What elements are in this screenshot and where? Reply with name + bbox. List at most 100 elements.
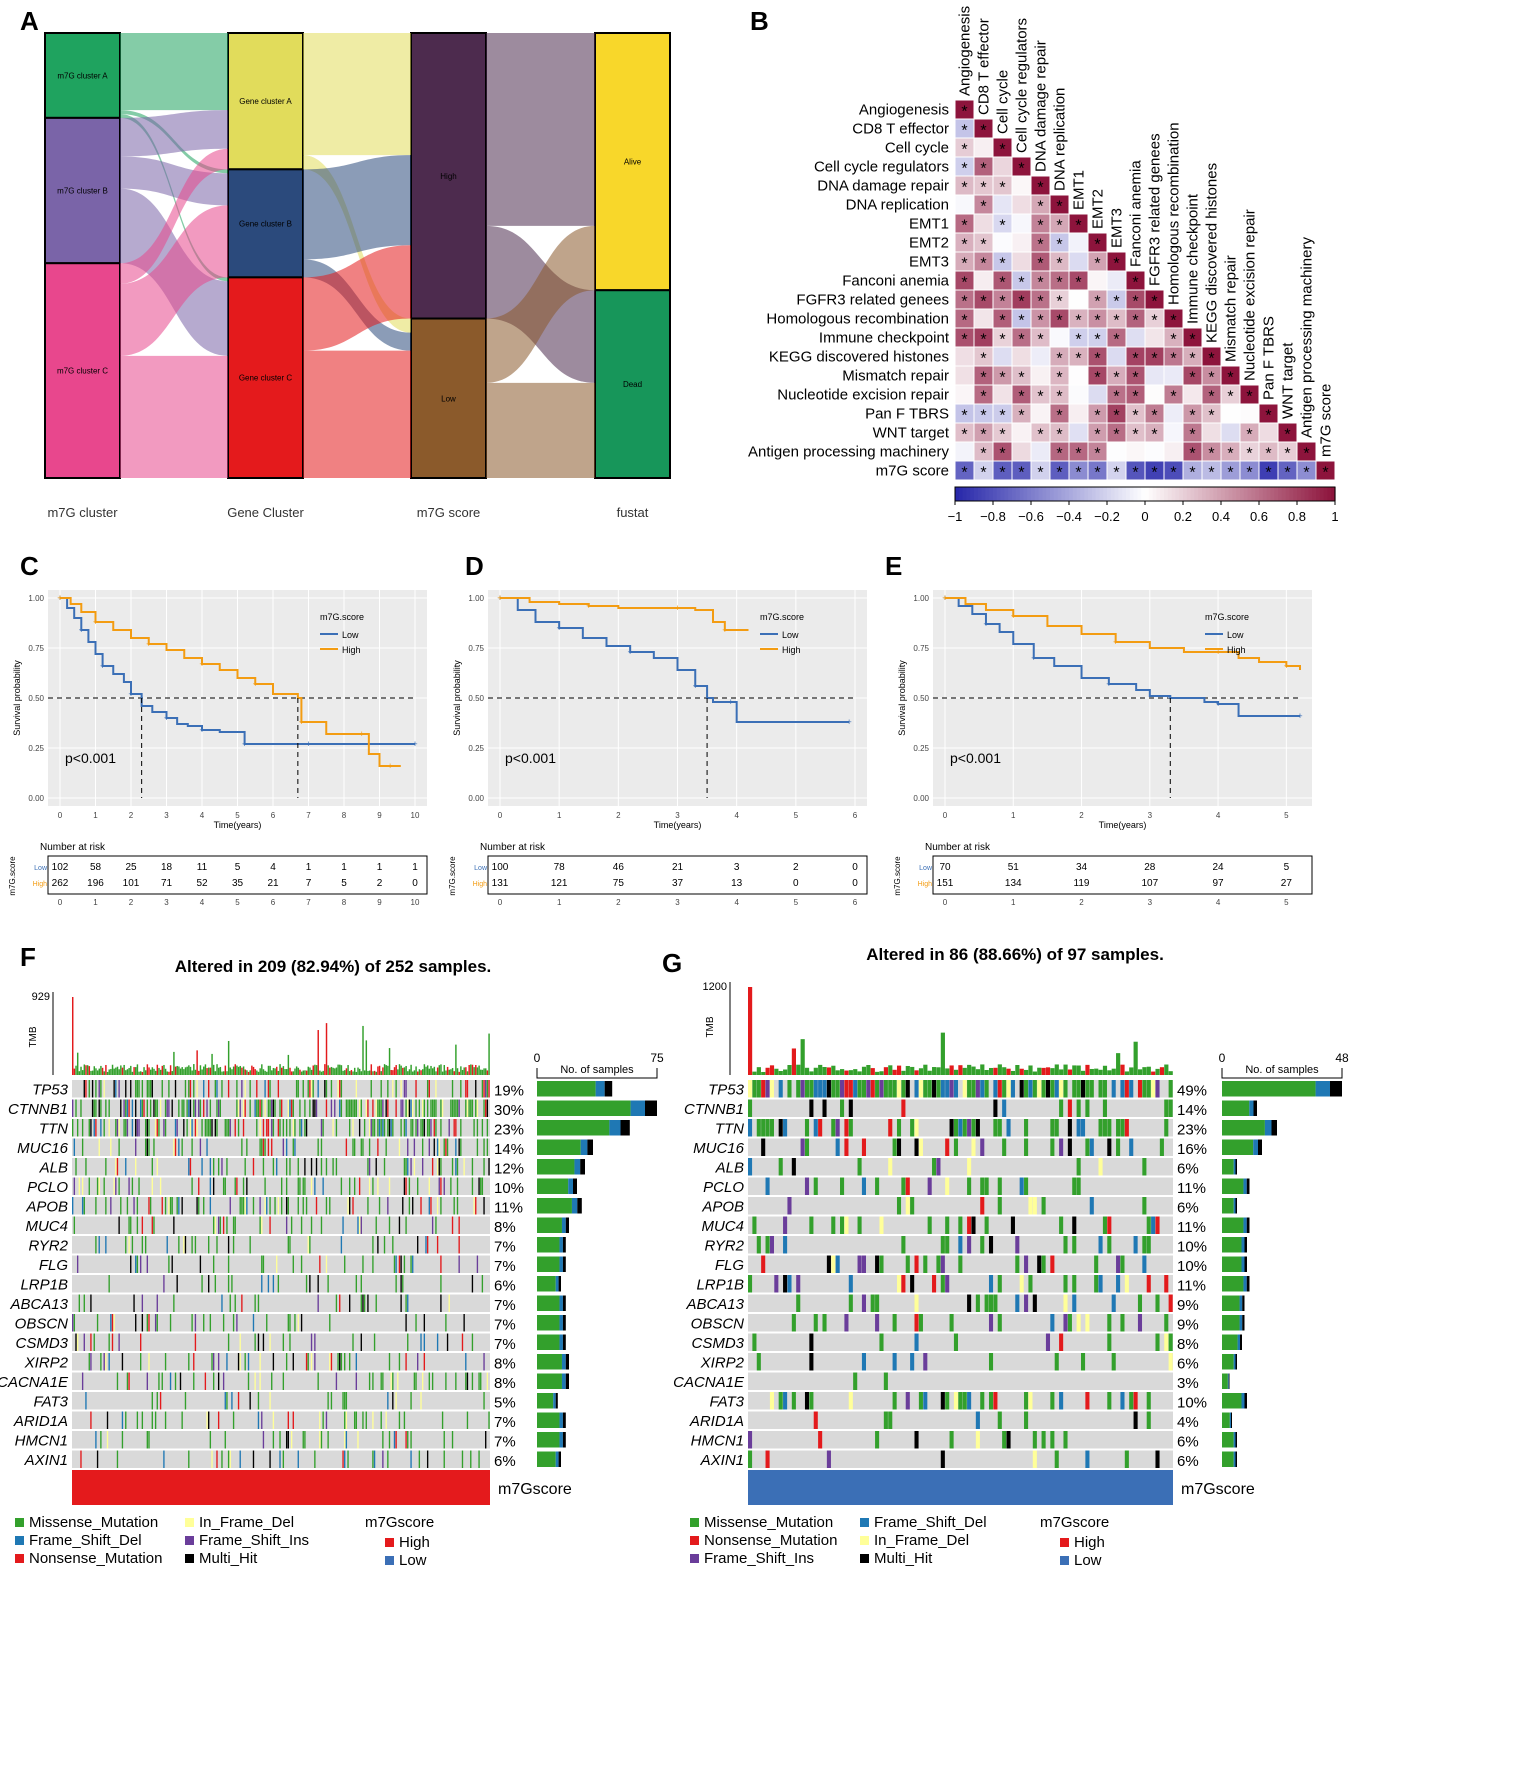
mutation-cell xyxy=(958,1392,963,1410)
mutation-cell xyxy=(358,1216,361,1234)
colorbar-tick-label: 0 xyxy=(1141,509,1148,524)
tmb-bar xyxy=(791,1048,796,1075)
gene-pct: 8% xyxy=(1177,1336,1199,1353)
mutation-cell xyxy=(256,1080,258,1098)
gene-label: XIRP2 xyxy=(24,1355,69,1372)
tmb-bar xyxy=(958,1065,963,1075)
km-censor-mark: + xyxy=(100,661,105,671)
mutation-cell xyxy=(246,1177,248,1195)
mutation-cell xyxy=(269,1333,271,1351)
tmb-bar xyxy=(236,1065,238,1075)
tmb-bar xyxy=(473,1067,475,1075)
mutation-cell xyxy=(159,1392,162,1410)
mutation-cell xyxy=(96,1314,99,1332)
tmb-bar xyxy=(239,1065,241,1075)
mutation-cell xyxy=(103,1119,105,1137)
mutation-cell xyxy=(1133,1236,1138,1254)
mutation-cell xyxy=(237,1119,240,1137)
mutation-cell xyxy=(266,1119,268,1137)
mutation-cell xyxy=(395,1080,397,1098)
tmb-bar xyxy=(249,1070,251,1075)
heatmap-star: * xyxy=(1246,465,1252,482)
mutation-cell xyxy=(804,1138,810,1156)
mutation-cell xyxy=(436,1158,439,1176)
mutation-cell xyxy=(290,1099,293,1117)
gene-bar-fsdel xyxy=(1241,1237,1245,1253)
tmb-bar xyxy=(413,1070,416,1075)
mutation-cell xyxy=(1146,1216,1151,1234)
tmb-bar xyxy=(848,1070,853,1075)
mutation-cell xyxy=(423,1353,426,1371)
tmb-bar xyxy=(123,1064,125,1075)
mutation-cell xyxy=(339,1353,341,1371)
mutation-cell xyxy=(186,1099,188,1117)
mutation-cell xyxy=(426,1450,429,1468)
mutation-cell xyxy=(765,1119,770,1137)
risk-high-value: 107 xyxy=(1141,878,1158,889)
mutation-cell xyxy=(844,1080,849,1098)
mutation-cell xyxy=(748,1158,753,1176)
mutation-cell xyxy=(279,1119,281,1137)
tmb-bar xyxy=(334,1068,336,1075)
mutation-cell xyxy=(125,1119,127,1137)
heatmap-star: * xyxy=(1075,465,1081,482)
mutation-cell xyxy=(257,1333,260,1351)
mutation-cell xyxy=(421,1119,424,1137)
gene-bar-multi xyxy=(558,1451,561,1467)
mutation-cell xyxy=(804,1392,810,1410)
mutation-cell xyxy=(206,1411,208,1429)
mutation-cell xyxy=(840,1080,845,1098)
mutation-cell xyxy=(431,1372,434,1390)
risk-high-value: 131 xyxy=(492,878,509,889)
heatmap-star: * xyxy=(1113,408,1119,425)
mutation-cell xyxy=(453,1197,455,1215)
mutation-cell xyxy=(1107,1236,1112,1254)
tmb-bar xyxy=(279,1064,281,1075)
mutation-cell xyxy=(168,1197,170,1215)
tmb-bar xyxy=(212,1064,215,1075)
mutation-cell xyxy=(363,1294,366,1312)
mutation-cell xyxy=(209,1314,212,1332)
mutation-cell xyxy=(261,1275,263,1293)
mutation-cell xyxy=(287,1197,289,1215)
mutation-cell xyxy=(271,1119,273,1137)
colorbar-step xyxy=(1247,487,1252,501)
mutation-cell xyxy=(415,1314,417,1332)
mutation-cell xyxy=(272,1099,275,1117)
colorbar-step xyxy=(1331,487,1336,501)
tmb-bar xyxy=(141,1071,144,1075)
mutation-cell xyxy=(227,1255,230,1273)
heatmap-col-label: Cell cycle xyxy=(995,70,1012,134)
mutation-cell xyxy=(428,1138,430,1156)
mutation-cell xyxy=(1072,1236,1077,1254)
tmb-bar xyxy=(325,1023,328,1075)
heatmap-star: * xyxy=(1037,294,1043,311)
colorbar-step xyxy=(1061,487,1066,501)
mutation-cell xyxy=(342,1216,344,1234)
mutation-cell xyxy=(282,1119,285,1137)
mutation-cell xyxy=(417,1119,419,1137)
mutation-cell xyxy=(188,1353,190,1371)
mutation-cell xyxy=(896,1138,902,1156)
mutation-cell xyxy=(194,1119,197,1137)
mutation-cell xyxy=(171,1255,173,1273)
mutation-cell xyxy=(183,1236,185,1254)
gene-pct: 14% xyxy=(1177,1102,1207,1119)
mutation-cell xyxy=(194,1314,197,1332)
heatmap-star: * xyxy=(1303,446,1309,463)
gene-pct: 6% xyxy=(1177,1161,1199,1178)
mutation-cell xyxy=(875,1294,880,1312)
mutation-cell xyxy=(219,1099,221,1117)
gene-bar-missense xyxy=(1222,1432,1234,1448)
mutation-cell xyxy=(967,1216,972,1234)
colorbar-step xyxy=(1190,487,1195,501)
mutation-cell xyxy=(349,1353,351,1371)
oncoplot-row-bg xyxy=(748,1099,1173,1117)
mutation-cell xyxy=(451,1099,454,1117)
mutation-cell xyxy=(417,1236,419,1254)
tmb-bar xyxy=(247,1071,250,1075)
mutation-cell xyxy=(222,1177,225,1195)
tmb-bar xyxy=(1045,1067,1051,1075)
mutation-cell xyxy=(382,1099,384,1117)
mutation-cell xyxy=(418,1450,421,1468)
